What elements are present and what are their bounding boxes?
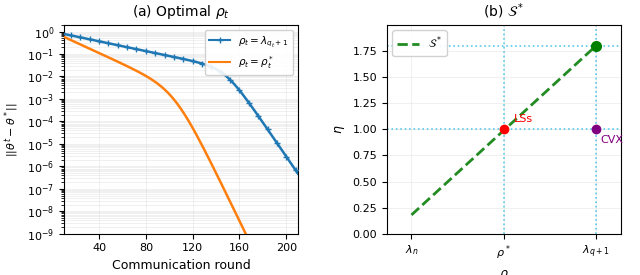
Y-axis label: $||\theta^t - \theta^*||$: $||\theta^t - \theta^*||$	[3, 102, 21, 157]
X-axis label: $\rho$: $\rho$	[499, 268, 509, 275]
X-axis label: Communication round: Communication round	[111, 259, 250, 272]
Title: (a) Optimal $\rho_t$: (a) Optimal $\rho_t$	[132, 3, 230, 21]
Y-axis label: $\eta$: $\eta$	[333, 125, 347, 134]
Text: LSs: LSs	[514, 114, 533, 124]
Legend: $\mathcal{S}^*$: $\mathcal{S}^*$	[392, 30, 447, 56]
Title: (b) $\mathcal{S}^*$: (b) $\mathcal{S}^*$	[483, 1, 525, 21]
Legend: $\rho_t = \lambda_{q_t+1}$, $\rho_t = \rho_t^*$: $\rho_t = \lambda_{q_t+1}$, $\rho_t = \r…	[205, 30, 292, 75]
Text: CVX: CVX	[600, 135, 623, 145]
